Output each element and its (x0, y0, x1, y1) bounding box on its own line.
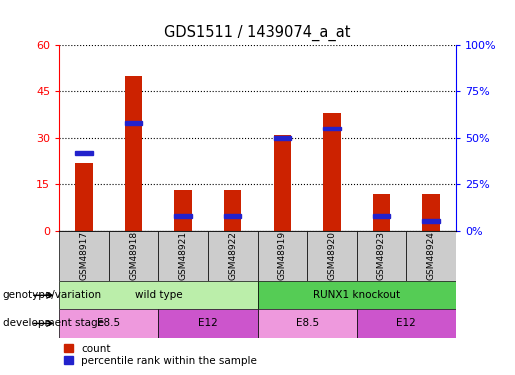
Text: GSM48921: GSM48921 (179, 231, 187, 280)
Bar (356, 309, 456, 338)
Bar (159, 231, 208, 281)
Text: E12: E12 (397, 318, 416, 328)
Text: RUNX1 knockout: RUNX1 knockout (313, 290, 400, 300)
Bar (75, 151, 93, 154)
Bar (258, 309, 356, 338)
Text: GDS1511 / 1439074_a_at: GDS1511 / 1439074_a_at (164, 24, 351, 40)
Text: wild type: wild type (134, 290, 182, 300)
Bar (273, 135, 291, 231)
Text: development stage: development stage (3, 318, 104, 328)
Bar (422, 219, 440, 223)
Bar (422, 194, 440, 231)
Bar (406, 231, 456, 281)
Bar (125, 121, 142, 125)
Bar (273, 136, 291, 140)
Bar (125, 76, 142, 231)
Text: E8.5: E8.5 (296, 318, 319, 328)
Bar (109, 231, 159, 281)
Bar (323, 127, 340, 130)
Text: GSM48924: GSM48924 (426, 231, 436, 280)
Bar (175, 214, 192, 217)
Bar (75, 163, 93, 231)
Bar (307, 231, 356, 281)
Bar (258, 281, 456, 309)
Text: GSM48922: GSM48922 (228, 231, 237, 280)
Legend: count, percentile rank within the sample: count, percentile rank within the sample (64, 344, 257, 366)
Text: GSM48920: GSM48920 (328, 231, 336, 280)
Bar (224, 190, 242, 231)
Bar (175, 190, 192, 231)
Bar (59, 231, 109, 281)
Bar (59, 281, 258, 309)
Bar (59, 309, 159, 338)
Bar (224, 214, 242, 217)
Bar (208, 231, 258, 281)
Bar (159, 309, 258, 338)
Text: genotype/variation: genotype/variation (3, 290, 101, 300)
Bar (373, 194, 390, 231)
Text: GSM48919: GSM48919 (278, 231, 287, 280)
Text: E8.5: E8.5 (97, 318, 121, 328)
Bar (323, 113, 340, 231)
Bar (258, 231, 307, 281)
Text: GSM48923: GSM48923 (377, 231, 386, 280)
Bar (373, 214, 390, 217)
Text: GSM48918: GSM48918 (129, 231, 138, 280)
Text: E12: E12 (198, 318, 218, 328)
Bar (356, 231, 406, 281)
Text: GSM48917: GSM48917 (79, 231, 89, 280)
